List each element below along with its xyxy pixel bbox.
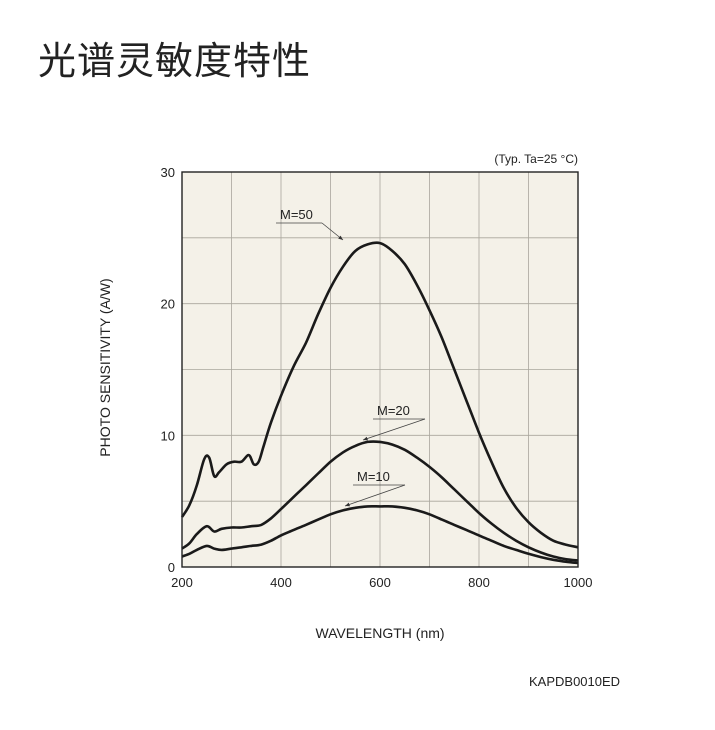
figure-code: KAPDB0010ED — [529, 674, 621, 689]
annotation-arrowhead — [345, 502, 350, 507]
y-axis-label: PHOTO SENSITIVITY (A/W) — [97, 278, 113, 456]
series-line-m-10 — [181, 505, 579, 565]
series-line-m-20 — [181, 440, 579, 562]
x-tick-label: 200 — [171, 575, 193, 590]
condition-note: (Typ. Ta=25 °C) — [494, 152, 578, 166]
annotation-label: M=50 — [280, 207, 313, 222]
annotation-group: M=50 M=20 M=10 — [276, 207, 426, 507]
x-tick-label: 1000 — [564, 575, 593, 590]
x-tick-label: 600 — [369, 575, 391, 590]
annotation-label: M=10 — [357, 469, 390, 484]
tick-labels: 200 400 600 800 1000 0 10 20 30 — [161, 165, 593, 590]
annotation-arrowhead — [363, 436, 368, 441]
x-tick-label: 800 — [468, 575, 490, 590]
series-group — [180, 241, 579, 565]
annotation-label: M=20 — [377, 403, 410, 418]
y-tick-label: 0 — [168, 560, 175, 575]
x-tick-label: 400 — [270, 575, 292, 590]
annotation-leader — [362, 418, 426, 441]
y-tick-label: 30 — [161, 165, 175, 180]
annotation-arrowhead — [338, 235, 343, 240]
x-axis-label: WAVELENGTH (nm) — [315, 625, 444, 641]
y-tick-label: 20 — [161, 297, 175, 312]
series-line-m-50 — [180, 241, 579, 549]
page-title: 光谱灵敏度特性 — [38, 39, 312, 83]
plot-frame — [181, 171, 579, 568]
annotation-leader — [344, 484, 406, 507]
y-tick-label: 10 — [161, 428, 175, 443]
